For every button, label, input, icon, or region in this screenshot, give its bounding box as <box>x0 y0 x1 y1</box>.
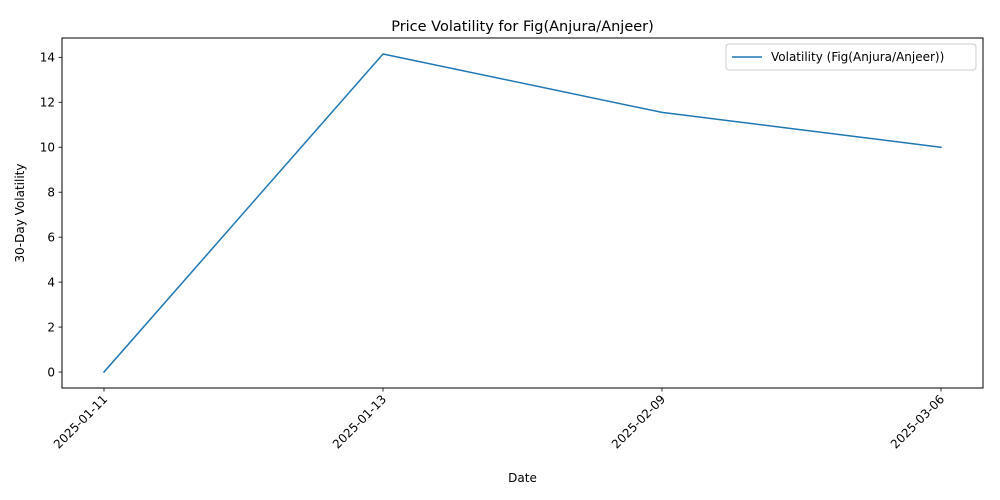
y-tick-label: 8 <box>47 186 55 200</box>
y-tick-label: 0 <box>47 365 55 379</box>
x-axis-label: Date <box>508 471 537 485</box>
y-tick-label: 12 <box>40 96 55 110</box>
y-tick-label: 2 <box>47 320 55 334</box>
y-axis-label: 30-Day Volatility <box>13 164 27 263</box>
y-axis-ticks: 0 2 4 6 8 10 12 14 <box>40 51 62 379</box>
y-tick-label: 4 <box>47 275 55 289</box>
series-group <box>102 53 942 374</box>
legend: Volatility (Fig(Anjura/Anjeer)) <box>725 43 977 71</box>
series-line-volatility <box>102 53 942 374</box>
y-tick-label: 6 <box>47 230 55 244</box>
chart-title: Price Volatility for Fig(Anjura/Anjeer) <box>391 19 654 35</box>
legend-label: Volatility (Fig(Anjura/Anjeer)) <box>771 50 944 64</box>
legend-box <box>725 43 977 71</box>
y-tick-label: 10 <box>40 141 55 155</box>
plot-frame <box>61 37 984 389</box>
plot-area <box>62 38 983 388</box>
y-tick-label: 14 <box>40 51 55 65</box>
